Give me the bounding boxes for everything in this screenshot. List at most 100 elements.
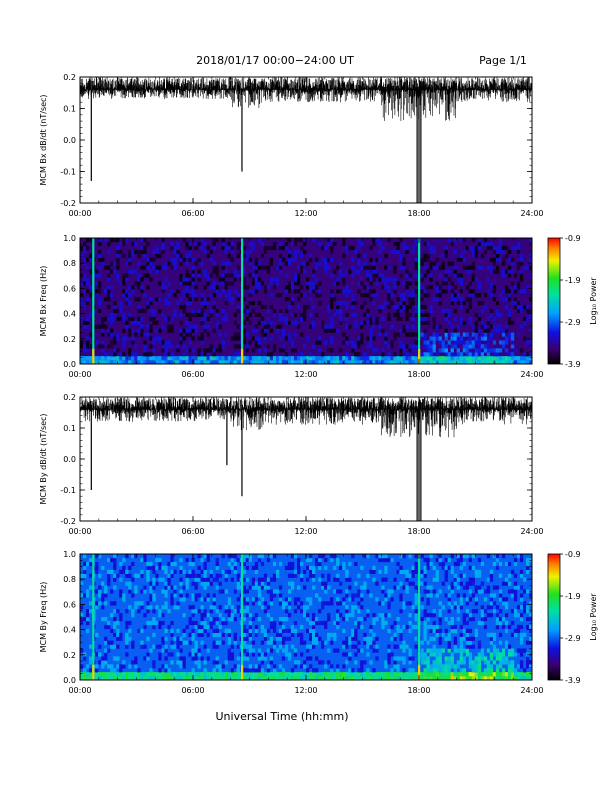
spectrogram-cell <box>348 676 352 681</box>
spectrogram-cell <box>245 613 249 618</box>
spectrogram-cell <box>423 328 427 333</box>
spectrogram-cell <box>519 613 524 618</box>
spectrogram-cell <box>501 624 506 630</box>
spectrogram-cell <box>140 324 144 329</box>
spectrogram-cell <box>507 293 512 298</box>
spectrogram-cell <box>477 557 482 563</box>
spectrogram-cell <box>393 636 397 641</box>
spectrogram-cell <box>330 348 334 353</box>
spectrogram-cell <box>318 301 322 306</box>
spectrogram-cell <box>221 589 225 594</box>
spectrogram-cell <box>281 328 286 333</box>
spectrogram-cell <box>441 565 445 570</box>
spectrogram-cell <box>504 304 509 310</box>
spectrogram-cell <box>453 293 457 298</box>
spectrogram-cell <box>432 316 436 321</box>
spectrogram-cell <box>269 636 274 641</box>
spectrogram-cell <box>290 628 295 633</box>
spectrogram-cell <box>504 336 509 341</box>
spectrogram-cell <box>149 620 153 626</box>
spectrogram-cell <box>390 636 394 641</box>
spectrogram-cell <box>526 561 530 567</box>
spectrogram-cell <box>324 324 328 329</box>
spectrogram-cell <box>459 636 463 641</box>
spectrogram-cell <box>342 561 346 567</box>
spectrogram-cell <box>309 257 313 262</box>
spectrogram-cell <box>107 569 111 574</box>
spectrogram-cell <box>101 660 105 665</box>
spectrogram-cell <box>119 569 123 574</box>
spectrogram-cell <box>215 632 219 637</box>
spectrogram-cell <box>363 285 367 290</box>
spectrogram-cell <box>414 289 418 294</box>
spectrogram-cell <box>287 360 292 365</box>
spectrogram-cell <box>224 269 228 274</box>
spectrogram-cell <box>215 348 219 353</box>
spectrogram-cell <box>306 336 310 341</box>
spectrogram-cell <box>293 664 298 669</box>
spectrogram-cell <box>242 601 246 606</box>
spectrogram-cell <box>507 320 512 325</box>
spectrogram-cell <box>170 593 174 598</box>
spectrogram-cell <box>483 356 488 361</box>
spectrogram-cell <box>405 360 409 365</box>
spectrogram-cell <box>510 360 515 365</box>
spectrogram-cell <box>203 269 207 274</box>
spectrogram-cell <box>152 593 156 598</box>
spectrogram-cell <box>480 648 485 653</box>
spectrogram-cell <box>381 585 385 590</box>
spectrogram-cell <box>450 656 454 661</box>
spectrogram-cell <box>480 320 485 325</box>
spectrogram-cell <box>519 348 524 353</box>
spectrogram-cell <box>426 253 430 258</box>
spectrogram-cell <box>435 324 439 329</box>
spectrogram-cell <box>269 577 274 582</box>
spectrogram-cell <box>164 605 168 610</box>
spectrogram-cell <box>221 664 225 669</box>
spectrogram-cell <box>414 304 418 310</box>
spectrogram-cell <box>345 577 349 582</box>
spectrogram-cell <box>122 660 126 665</box>
spectrogram-cell <box>167 668 171 673</box>
spectrogram-cell <box>363 352 367 357</box>
spectrogram-cell <box>113 316 117 321</box>
spectrogram-cell <box>354 672 358 677</box>
spectrogram-cell <box>378 360 382 365</box>
spectrogram-cell <box>203 628 207 633</box>
spectrogram-cell <box>227 569 231 574</box>
spectrogram-cell <box>134 664 138 669</box>
spectrogram-cell <box>513 557 518 563</box>
spectrogram-cell <box>104 265 108 270</box>
spectrogram-cell <box>269 648 274 653</box>
y-tick-label: 0.0 <box>63 455 76 464</box>
spectrogram-cell <box>218 573 222 578</box>
spectrogram-cell <box>212 301 216 306</box>
spectrogram-cell <box>269 304 274 310</box>
spectrogram-cell <box>290 356 295 361</box>
spectrogram-cell <box>447 320 451 325</box>
spectrogram-cell <box>131 316 135 321</box>
spectrogram-cell <box>146 609 150 614</box>
spectrogram-cell <box>372 617 376 622</box>
spectrogram-cell <box>366 336 370 341</box>
spectrogram-cell <box>179 273 183 278</box>
spectrogram-cell <box>161 664 165 669</box>
spectrogram-cell <box>188 257 192 262</box>
spectrogram-cell <box>447 308 451 314</box>
spectrogram-cell <box>218 613 222 618</box>
spectrogram-cell <box>309 312 313 317</box>
spectrogram-cell <box>456 336 460 341</box>
spectrogram-cell <box>321 324 325 329</box>
spectrogram-cell <box>185 640 189 645</box>
spectrogram-cell <box>375 617 379 622</box>
spectrogram-cell <box>303 664 307 669</box>
bright-column-3 <box>418 238 421 364</box>
spectrogram-cell <box>227 297 231 302</box>
spectrogram-cell <box>185 573 189 578</box>
spectrogram-cell <box>83 348 87 353</box>
spectrogram-cell <box>257 664 262 669</box>
spectrogram-cell <box>450 660 454 665</box>
spectrogram-cell <box>456 356 460 361</box>
spectrogram-cell <box>98 344 102 349</box>
spectrogram-cell <box>432 613 436 618</box>
